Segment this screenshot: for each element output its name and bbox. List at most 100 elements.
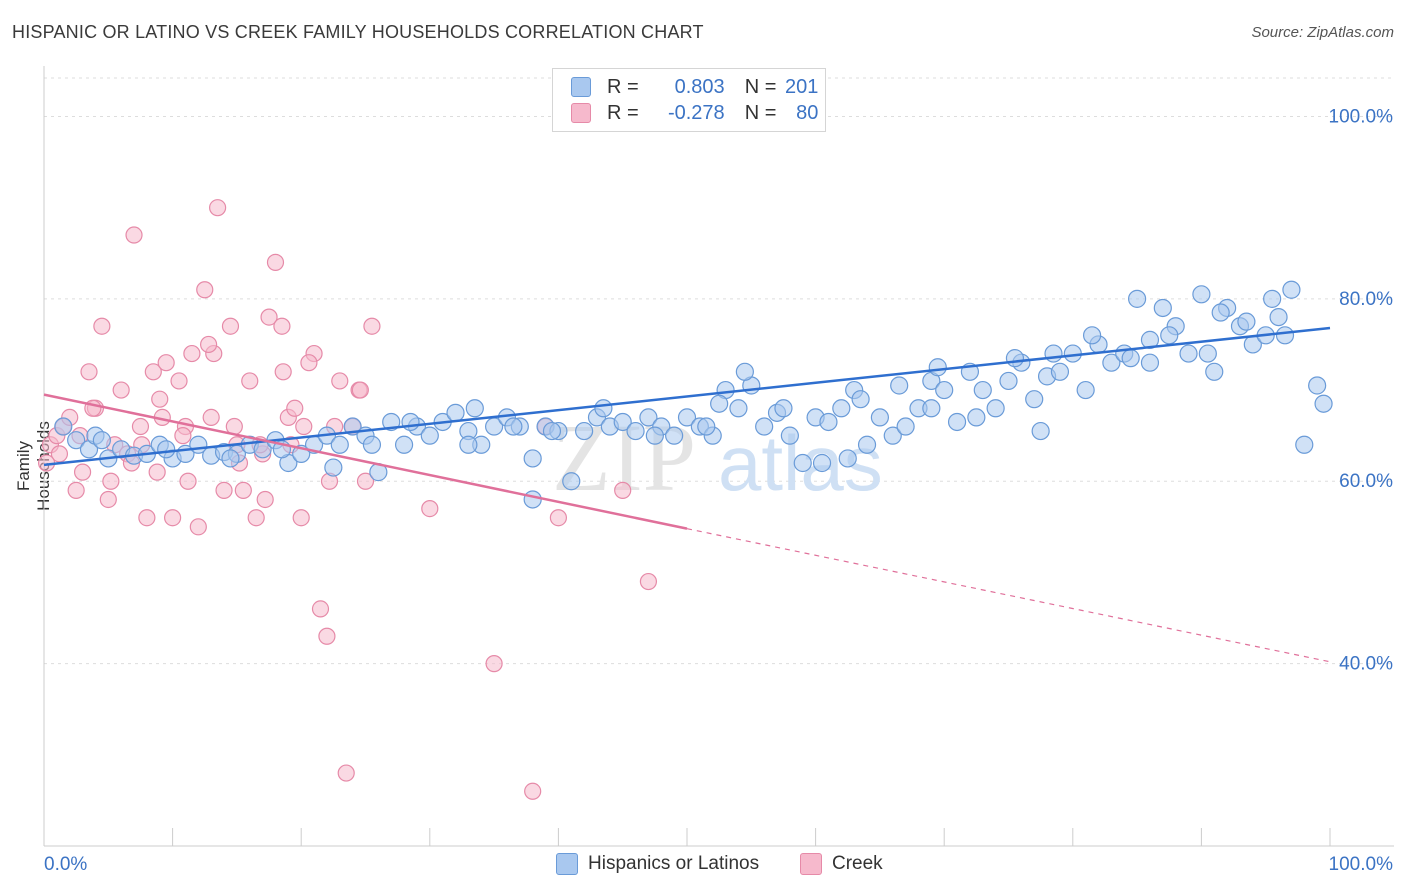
hispanic-point bbox=[1237, 312, 1256, 331]
hispanic-point bbox=[465, 399, 484, 418]
creek-point bbox=[67, 481, 85, 499]
legend-row-creek: R = -0.278 N = 80 bbox=[571, 100, 818, 126]
hispanic-point bbox=[735, 362, 754, 381]
source-label: Source: ZipAtlas.com bbox=[1251, 24, 1394, 41]
hispanic-point bbox=[1050, 362, 1070, 381]
creek-point bbox=[331, 372, 349, 390]
creek-point bbox=[144, 363, 162, 381]
creek-point bbox=[148, 463, 166, 481]
creek-point bbox=[292, 509, 310, 527]
creek-point bbox=[274, 363, 292, 381]
creek-point bbox=[202, 408, 220, 427]
creek-point bbox=[221, 317, 240, 335]
creek-point bbox=[112, 381, 130, 399]
hispanic-point bbox=[542, 421, 562, 441]
hispanic-point bbox=[838, 449, 857, 468]
hispanic-point bbox=[575, 421, 594, 441]
creek-point bbox=[614, 481, 632, 499]
hispanic-point bbox=[504, 417, 523, 436]
hispanic-point bbox=[1263, 289, 1282, 308]
creek-point bbox=[273, 317, 291, 335]
hispanic-points bbox=[54, 280, 1333, 509]
hispanic-point bbox=[1127, 289, 1147, 308]
creek-point bbox=[295, 417, 313, 436]
creek-point bbox=[363, 317, 381, 335]
hispanic-point bbox=[755, 417, 774, 436]
creek-point bbox=[164, 509, 182, 527]
hispanic-point bbox=[986, 399, 1005, 418]
hispanic-point bbox=[1005, 349, 1025, 368]
creek-point bbox=[125, 226, 143, 244]
hispanic-point bbox=[1314, 394, 1333, 413]
trend-lines bbox=[43, 326, 1331, 663]
creek-point bbox=[174, 427, 192, 445]
hispanic-point bbox=[697, 417, 716, 436]
hispanic-point bbox=[883, 426, 902, 445]
creek-point bbox=[234, 481, 252, 499]
creek-point bbox=[524, 782, 542, 800]
legend-n-value: 80 bbox=[796, 101, 819, 124]
creek-trend-line bbox=[43, 393, 688, 530]
hispanic-point bbox=[890, 376, 909, 395]
creek-point bbox=[93, 317, 111, 335]
creek-point bbox=[157, 354, 175, 372]
hispanic-point bbox=[1295, 435, 1314, 454]
hispanic-point bbox=[394, 435, 414, 454]
hispanic-point bbox=[1205, 362, 1224, 381]
hispanic-point bbox=[92, 431, 111, 450]
hispanic-point bbox=[1179, 344, 1198, 363]
creek-point bbox=[170, 372, 188, 390]
hispanic-point bbox=[446, 403, 465, 422]
chart-title: HISPANIC OR LATINO VS CREEK FAMILY HOUSE… bbox=[12, 22, 704, 42]
creek-point bbox=[151, 390, 169, 408]
hispanic-point bbox=[922, 399, 941, 418]
creek-point bbox=[549, 509, 568, 527]
hispanic-point bbox=[459, 435, 478, 454]
creek-point bbox=[99, 490, 117, 509]
x-tick-labels: 0.0% 100.0% bbox=[44, 854, 1393, 875]
y-tick-label: 60.0% bbox=[1339, 471, 1393, 492]
y-tick-label: 40.0% bbox=[1339, 654, 1393, 675]
hispanic-point bbox=[626, 421, 645, 441]
creek-point bbox=[300, 354, 318, 372]
hispanic-point bbox=[1269, 307, 1288, 327]
legend-n-label: N = bbox=[744, 75, 777, 98]
grid-lines bbox=[44, 77, 1394, 665]
hispanic-point bbox=[420, 426, 439, 445]
hispanic-point bbox=[1140, 353, 1160, 372]
legend-n-label: N = bbox=[744, 101, 777, 124]
hispanic-point bbox=[645, 426, 664, 445]
creek-point bbox=[311, 600, 330, 618]
creek-trend-extension bbox=[686, 528, 1331, 663]
legend-r-label: R = bbox=[607, 75, 639, 98]
hispanic-point bbox=[1153, 298, 1172, 318]
hispanic-point bbox=[1160, 326, 1179, 345]
creek-point bbox=[639, 572, 658, 591]
hispanic-point bbox=[973, 380, 992, 400]
hispanic-point bbox=[729, 399, 748, 418]
hispanic-point bbox=[819, 412, 838, 432]
hispanic-point bbox=[1076, 380, 1095, 400]
hispanic-point bbox=[1121, 349, 1140, 368]
hispanic-point bbox=[523, 449, 542, 468]
hispanic-point bbox=[157, 440, 176, 459]
legend-swatch-blue bbox=[571, 77, 591, 97]
hispanic-point bbox=[1025, 390, 1044, 409]
legend-n-value: 201 bbox=[785, 75, 819, 98]
hispanic-point bbox=[710, 394, 729, 413]
hispanic-point bbox=[928, 358, 947, 377]
y-tick-label: 80.0% bbox=[1339, 289, 1393, 310]
creek-point bbox=[286, 399, 304, 417]
hispanic-point bbox=[665, 426, 684, 445]
creek-point bbox=[421, 499, 439, 518]
creek-point bbox=[266, 253, 285, 271]
hispanic-point bbox=[613, 412, 632, 432]
legend-r-value: -0.278 bbox=[667, 101, 725, 124]
hispanic-point bbox=[1192, 285, 1211, 304]
creek-point bbox=[215, 481, 233, 499]
creek-point bbox=[131, 417, 150, 436]
legend-swatch-pink bbox=[571, 103, 591, 123]
hispanic-point bbox=[780, 426, 799, 445]
creek-point bbox=[138, 509, 156, 527]
